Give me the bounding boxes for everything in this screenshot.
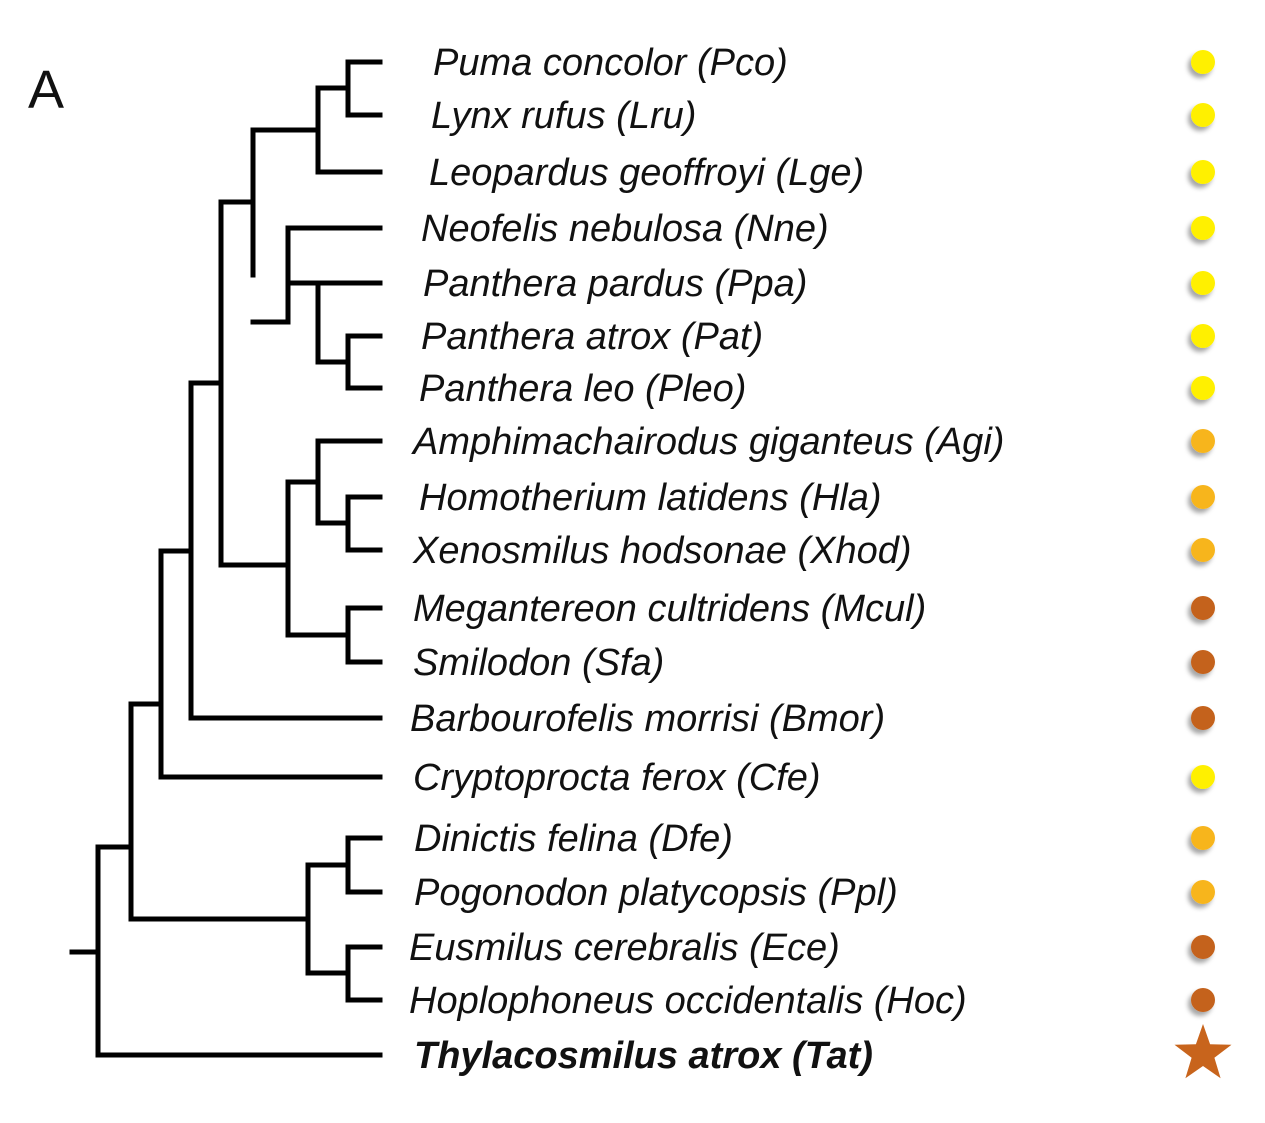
taxon-label: Smilodon (Sfa) [413, 642, 664, 684]
taxon-label: Lynx rufus (Lru) [431, 95, 696, 137]
panel-label: A [28, 60, 64, 120]
taxon-label: Pogonodon platycopsis (Ppl) [414, 872, 898, 914]
taxon-label: Dinictis felina (Dfe) [414, 818, 733, 860]
trait-markers [1174, 50, 1232, 1079]
circle-marker [1191, 988, 1215, 1012]
circle-marker [1191, 935, 1215, 959]
taxon-label: Cryptoprocta ferox (Cfe) [413, 757, 821, 799]
taxon-label: Megantereon cultridens (Mcul) [413, 588, 926, 630]
circle-marker [1191, 429, 1215, 453]
taxon-label: Eusmilus cerebralis (Ece) [409, 927, 840, 969]
circle-marker [1191, 160, 1215, 184]
circle-marker [1191, 706, 1215, 730]
taxon-label: Amphimachairodus giganteus (Agi) [411, 421, 1004, 463]
taxon-label: Xenosmilus hodsonae (Xhod) [412, 530, 912, 572]
taxon-label: Neofelis nebulosa (Nne) [421, 208, 829, 250]
taxon-label: Thylacosmilus atrox (Tat) [414, 1035, 873, 1077]
circle-marker [1191, 50, 1215, 74]
taxon-label: Puma concolor (Pco) [433, 42, 788, 84]
circle-marker [1191, 216, 1215, 240]
taxon-label: Homotherium latidens (Hla) [419, 477, 882, 519]
taxon-label: Barbourofelis morrisi (Bmor) [410, 698, 885, 740]
taxon-label: Leopardus geoffroyi (Lge) [429, 152, 864, 194]
circle-marker [1191, 376, 1215, 400]
taxon-label: Panthera pardus (Ppa) [423, 263, 807, 305]
star-marker [1174, 1024, 1232, 1079]
circle-marker [1191, 103, 1215, 127]
circle-marker [1191, 650, 1215, 674]
circle-marker [1191, 324, 1215, 348]
circle-marker [1191, 596, 1215, 620]
circle-marker [1191, 538, 1215, 562]
taxon-label: Panthera leo (Pleo) [419, 368, 746, 410]
taxon-labels: Puma concolor (Pco) Lynx rufus (Lru) Leopa… [409, 42, 1004, 1077]
circle-marker [1191, 765, 1215, 789]
circle-marker [1191, 271, 1215, 295]
circle-marker [1191, 485, 1215, 509]
taxon-label: Panthera atrox (Pat) [421, 316, 763, 358]
taxon-label: Hoplophoneus occidentalis (Hoc) [409, 980, 967, 1022]
tree-branches [69, 59, 383, 1058]
circle-marker [1191, 880, 1215, 904]
circle-marker [1191, 826, 1215, 850]
